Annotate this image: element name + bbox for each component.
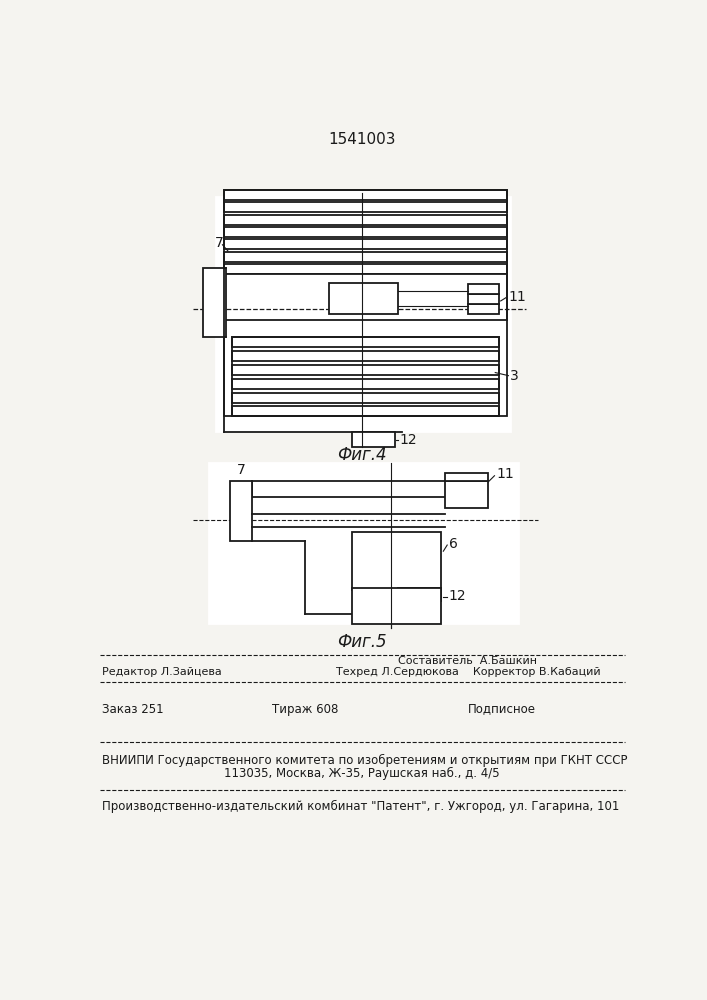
Bar (445, 481, 488, 508)
Bar (216, 197, 510, 432)
Text: 6: 6 (449, 536, 457, 550)
Text: Подписное: Подписное (468, 703, 536, 716)
Bar (468, 304, 499, 314)
Bar (398, 588, 441, 601)
Bar (232, 379, 499, 389)
Bar (252, 481, 477, 497)
Text: 11: 11 (508, 290, 526, 304)
Bar (224, 227, 507, 237)
Bar (203, 268, 226, 337)
Bar (224, 190, 507, 416)
Bar (352, 432, 395, 447)
Bar (209, 463, 518, 624)
Bar (224, 215, 507, 225)
Text: 7: 7 (237, 463, 245, 477)
Text: Тираж 608: Тираж 608 (272, 703, 339, 716)
Text: 113035, Москва, Ж-35, Раушская наб., д. 4/5: 113035, Москва, Ж-35, Раушская наб., д. … (224, 767, 500, 780)
Bar (232, 365, 499, 375)
Bar (224, 190, 507, 200)
Text: 12: 12 (400, 433, 418, 447)
Text: Заказ 251: Заказ 251 (103, 703, 164, 716)
Bar (468, 284, 499, 294)
Text: Производственно-издательский комбинат "Патент", г. Ужгород, ул. Гагарина, 101: Производственно-издательский комбинат "П… (103, 800, 620, 813)
Bar (468, 294, 499, 304)
Text: 7: 7 (215, 236, 223, 250)
Bar (224, 252, 507, 262)
Bar (224, 202, 507, 212)
Text: Техред Л.Сердюкова    Корректор В.Кабаций: Техред Л.Сердюкова Корректор В.Кабаций (337, 667, 601, 677)
Bar (232, 337, 499, 347)
Bar (352, 532, 441, 590)
Bar (224, 264, 507, 274)
Bar (232, 337, 499, 416)
Bar (230, 481, 252, 541)
Text: 12: 12 (449, 589, 467, 603)
Bar (232, 351, 499, 361)
Bar (232, 406, 499, 416)
Text: Фиг.4: Фиг.4 (337, 446, 387, 464)
Bar (352, 588, 441, 624)
Text: 11: 11 (496, 467, 514, 481)
Text: 1541003: 1541003 (328, 132, 396, 147)
Bar (232, 393, 499, 403)
Bar (224, 239, 507, 249)
Text: ВНИИПИ Государственного комитета по изобретениям и открытиям при ГКНТ СССР: ВНИИПИ Государственного комитета по изоб… (103, 754, 628, 767)
Bar (224, 274, 507, 320)
Text: Составитель  А.Башкин: Составитель А.Башкин (398, 656, 537, 666)
Bar (445, 473, 488, 481)
Text: Редактор Л.Зайцева: Редактор Л.Зайцева (103, 667, 222, 677)
Text: 3: 3 (510, 369, 519, 383)
Bar (329, 283, 398, 314)
Text: Фиг.5: Фиг.5 (337, 633, 387, 651)
